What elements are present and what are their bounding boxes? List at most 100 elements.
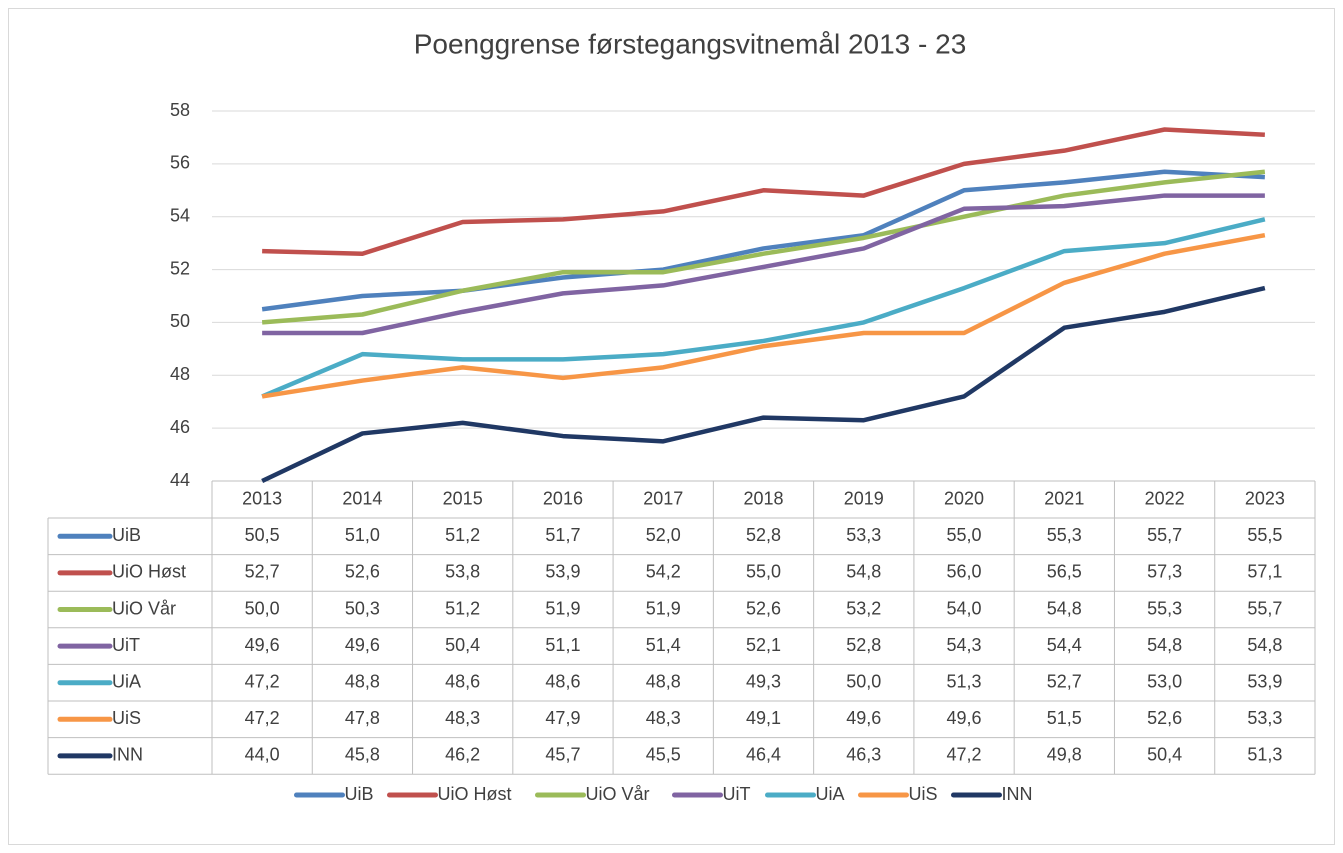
x-tick-label: 2017 [643,488,683,508]
series-line [261,169,1265,312]
table-value: 52,6 [746,598,781,618]
table-series-name: UiO Vår [112,598,176,618]
table-value: 48,6 [545,671,580,691]
series-line [261,217,1266,399]
table-value: 51,9 [545,598,580,618]
table-value: 51,1 [545,635,580,655]
table-series-name: UiO Høst [112,562,186,582]
table-value: 50,0 [245,598,280,618]
table-series-name: UiA [112,671,141,691]
series-line [261,169,1266,325]
table-value: 54,8 [846,562,881,582]
table-value: 53,9 [545,562,580,582]
table-value: 50,4 [1147,745,1182,765]
table-value: 51,9 [646,598,681,618]
legend-label: UiT [723,784,751,804]
table-value: 57,1 [1247,562,1282,582]
x-tick-label: 2014 [342,488,382,508]
x-tick-label: 2019 [844,488,884,508]
legend-label: UiO Høst [438,784,512,804]
x-tick-label: 2022 [1145,488,1185,508]
legend-label: UiB [345,784,374,804]
table-value: 55,5 [1247,525,1282,545]
table-value: 44,0 [245,745,280,765]
table-value: 47,8 [345,708,380,728]
table-value: 46,2 [445,745,480,765]
table-value: 47,9 [545,708,580,728]
y-tick-label: 58 [170,100,190,120]
table-value: 50,4 [445,635,480,655]
table-value: 48,8 [646,671,681,691]
table-value: 55,3 [1047,525,1082,545]
table-value: 46,4 [746,745,781,765]
table-value: 45,5 [646,745,681,765]
table-value: 56,0 [947,562,982,582]
table-value: 49,3 [746,671,781,691]
table-value: 48,3 [646,708,681,728]
table-value: 54,0 [947,598,982,618]
table-value: 54,2 [646,562,681,582]
table-value: 52,8 [846,635,881,655]
table-value: 54,8 [1047,598,1082,618]
x-tick-label: 2021 [1044,488,1084,508]
table-value: 49,8 [1047,745,1082,765]
legend-label: UiO Vår [586,784,650,804]
y-tick-label: 52 [170,258,190,278]
table-value: 48,6 [445,671,480,691]
table-value: 52,7 [1047,671,1082,691]
table-value: 53,0 [1147,671,1182,691]
chart-border [8,8,1335,845]
series-line [261,285,1266,484]
table-value: 52,6 [1147,708,1182,728]
table-value: 55,3 [1147,598,1182,618]
x-tick-label: 2018 [743,488,783,508]
table-series-name: UiT [112,635,140,655]
table-value: 55,7 [1247,598,1282,618]
table-value: 55,0 [947,525,982,545]
y-tick-label: 54 [170,205,190,225]
table-value: 48,3 [445,708,480,728]
table-value: 50,5 [245,525,280,545]
table-value: 52,0 [646,525,681,545]
table-value: 54,3 [947,635,982,655]
table-value: 55,7 [1147,525,1182,545]
table-series-name: INN [112,745,143,765]
table-value: 49,6 [947,708,982,728]
table-value: 54,8 [1247,635,1282,655]
table-value: 51,7 [545,525,580,545]
table-value: 47,2 [245,708,280,728]
table-value: 51,2 [445,525,480,545]
table-value: 55,0 [746,562,781,582]
y-tick-label: 56 [170,153,190,173]
table-value: 53,3 [1247,708,1282,728]
table-value: 50,0 [846,671,881,691]
table-series-name: UiB [112,525,141,545]
table-value: 52,6 [345,562,380,582]
y-tick-label: 44 [170,470,190,490]
table-value: 53,9 [1247,671,1282,691]
table-value: 46,3 [846,745,881,765]
table-value: 51,3 [947,671,982,691]
table-value: 52,7 [245,562,280,582]
series-line [262,193,1265,336]
table-value: 52,8 [746,525,781,545]
table-value: 45,7 [545,745,580,765]
table-value: 47,2 [245,671,280,691]
table-value: 47,2 [947,745,982,765]
table-value: 54,8 [1147,635,1182,655]
series-line [261,233,1266,399]
x-tick-label: 2016 [543,488,583,508]
table-value: 50,3 [345,598,380,618]
legend-label: INN [1002,784,1033,804]
table-value: 56,5 [1047,562,1082,582]
table-value: 51,2 [445,598,480,618]
table-value: 53,3 [846,525,881,545]
table-value: 49,6 [245,635,280,655]
table-value: 49,6 [846,708,881,728]
y-tick-label: 50 [170,311,190,331]
table-series-name: UiS [112,708,141,728]
table-value: 54,4 [1047,635,1082,655]
chart-title: Poenggrense førstegangsvitnemål 2013 - 2… [414,28,967,59]
x-tick-label: 2015 [443,488,483,508]
